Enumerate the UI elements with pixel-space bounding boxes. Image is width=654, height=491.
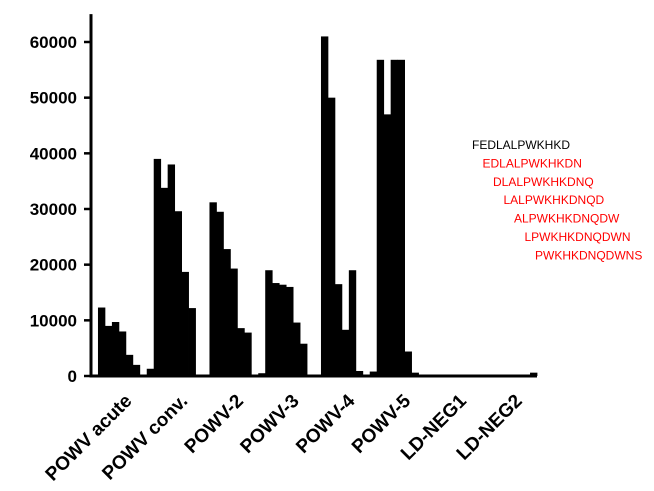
- bar: [348, 270, 357, 376]
- bar: [404, 351, 412, 376]
- y-tick-label: 20000: [30, 256, 77, 275]
- bar: [237, 328, 245, 376]
- bar: [286, 286, 294, 376]
- bar: [334, 284, 343, 376]
- y-tick-label: 30000: [30, 200, 77, 219]
- bar: [146, 368, 155, 376]
- bar: [104, 325, 113, 376]
- legend-peptide: PWKHKDNQDWNS: [535, 248, 642, 262]
- bar: [230, 268, 238, 376]
- y-tick-label: 10000: [30, 311, 77, 330]
- y-axis: 0 10000 20000 30000 40000 50000 60000: [30, 14, 93, 386]
- bar: [167, 164, 176, 376]
- bar: [216, 211, 224, 376]
- bar: [153, 158, 162, 376]
- bar: [97, 307, 106, 376]
- bar: [265, 270, 273, 376]
- bar: [118, 331, 127, 376]
- bar: [132, 364, 141, 376]
- x-category-label: POWV-4: [292, 390, 359, 457]
- bar: [376, 59, 385, 377]
- bar: [369, 371, 378, 376]
- y-tick-label: 40000: [30, 144, 77, 163]
- bar: [300, 343, 308, 376]
- bar: [125, 354, 134, 376]
- legend-peptide: LALPWKHKDNQD: [504, 193, 605, 207]
- bar: [111, 322, 120, 376]
- legend-peptide: LPWKHKDNQDWN: [525, 230, 631, 244]
- bar: [320, 36, 329, 377]
- bar: [181, 271, 189, 376]
- peptide-legend: FEDLALPWKHKD EDLALPWKHKDN DLALPWKHKDNQ LALP…: [472, 138, 642, 262]
- bar: [355, 370, 364, 376]
- bar: [174, 211, 182, 376]
- bar: [223, 249, 231, 376]
- x-category-label: POWV-2: [181, 391, 248, 458]
- bar: [341, 329, 350, 376]
- legend-peptide: ALPWKHKDNQDW: [514, 212, 620, 226]
- bar: [390, 59, 399, 377]
- bar: [411, 372, 419, 376]
- y-tick-label: 0: [68, 367, 77, 386]
- bar: [244, 332, 252, 376]
- x-category-label: POWV-3: [237, 391, 304, 458]
- bar: [272, 283, 280, 376]
- bar: [383, 114, 392, 377]
- legend-peptide: FEDLALPWKHKD: [472, 138, 570, 152]
- bar: [209, 202, 217, 376]
- bar: [160, 187, 169, 376]
- bars: [91, 36, 538, 377]
- bar: [188, 308, 196, 376]
- bar: [327, 97, 336, 377]
- bar: [397, 59, 405, 377]
- bar: [293, 322, 301, 376]
- bar: [279, 284, 287, 376]
- legend-peptide: DLALPWKHKDNQ: [493, 175, 594, 189]
- bar: [530, 372, 538, 376]
- y-tick-label: 60000: [30, 33, 77, 52]
- y-tick-label: 50000: [30, 89, 77, 108]
- legend-peptide: EDLALPWKHKDN: [483, 156, 582, 170]
